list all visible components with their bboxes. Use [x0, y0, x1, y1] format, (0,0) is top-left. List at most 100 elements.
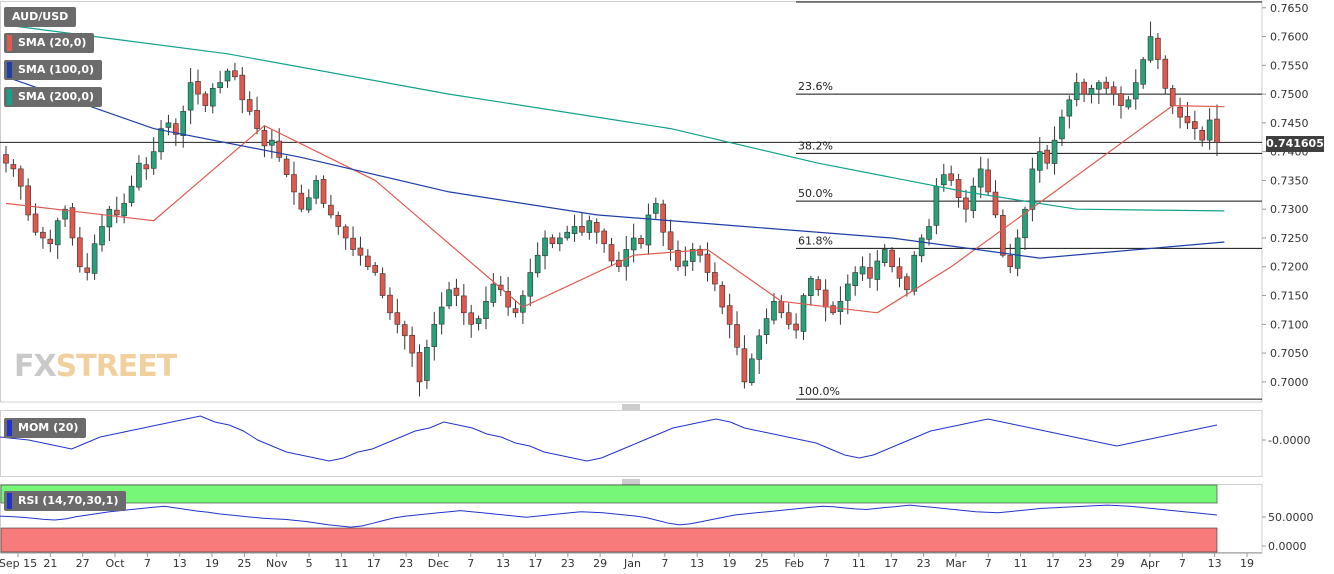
- candle-body: [712, 272, 718, 285]
- candle-body: [549, 237, 556, 245]
- candle-body: [10, 164, 17, 170]
- fib-level-label: 23.6%: [798, 80, 833, 93]
- candle-body: [1184, 116, 1191, 124]
- candle-body: [84, 267, 91, 273]
- candle-body: [1103, 81, 1110, 89]
- candle-body: [719, 285, 726, 308]
- candle-body: [638, 237, 644, 245]
- candle-body: [180, 111, 187, 136]
- x-tick-label: 23: [917, 557, 931, 570]
- mom-panel-frame: [0, 410, 1263, 477]
- rsi-label[interactable]: RSI (14,70,30,1): [4, 491, 127, 511]
- sma20-label[interactable]: SMA (20,0): [4, 33, 95, 53]
- candle-body: [1000, 215, 1006, 256]
- candle-body: [401, 324, 408, 337]
- y-tick-label: 0.7000: [1270, 376, 1309, 389]
- candle-body: [173, 123, 179, 135]
- sma100-label[interactable]: SMA (100,0): [4, 60, 103, 80]
- fib-level-label: 38.2%: [798, 139, 833, 152]
- candle-body: [54, 220, 61, 246]
- candle-body: [579, 225, 585, 233]
- candle-body: [1110, 86, 1117, 95]
- x-tick-label: 29: [593, 557, 607, 570]
- candle-body: [121, 203, 127, 217]
- candle-body: [461, 295, 467, 314]
- x-tick-label: 7: [823, 557, 830, 570]
- rsi-y-tick-label: 0.0000: [1268, 540, 1307, 553]
- candle-body: [748, 358, 755, 384]
- candle-body: [106, 208, 113, 228]
- candle-body: [800, 295, 807, 332]
- candle-body: [32, 213, 39, 233]
- candle-body: [859, 266, 866, 275]
- x-tick-label: 21: [43, 557, 57, 570]
- candle-body: [187, 82, 194, 111]
- current-price-tag: 0.741605: [1266, 136, 1324, 152]
- x-tick-label: 5: [306, 557, 313, 570]
- candle-body: [1096, 82, 1102, 90]
- candle-body: [933, 185, 940, 226]
- candle-body: [47, 238, 54, 245]
- candle-body: [512, 308, 519, 314]
- candle-body: [69, 207, 76, 239]
- candle-body: [852, 272, 858, 286]
- mom-swatch: [7, 420, 12, 436]
- candle-body: [17, 168, 24, 187]
- candle-body: [40, 231, 46, 239]
- candle-body: [837, 300, 844, 312]
- y-tick-label: 0.7150: [1270, 290, 1309, 303]
- candle-body: [1051, 139, 1058, 164]
- mom-label[interactable]: MOM (20): [4, 418, 87, 438]
- candle-body: [25, 185, 31, 216]
- candle-body: [608, 244, 615, 262]
- candle-body: [475, 318, 482, 324]
- candle-body: [3, 154, 9, 164]
- y-tick-label: 0.7600: [1270, 31, 1309, 44]
- candle-body: [143, 164, 150, 170]
- candle-body: [940, 174, 947, 186]
- candle-body: [150, 151, 157, 169]
- candle-body: [468, 312, 475, 325]
- sma200-label[interactable]: SMA (200,0): [4, 87, 103, 107]
- x-tick-label: Oct: [106, 557, 126, 570]
- x-tick-label: 7: [985, 557, 992, 570]
- candle-body: [689, 249, 696, 262]
- candle-body: [822, 289, 829, 308]
- x-tick-label: Jan: [623, 557, 641, 570]
- candle-body: [409, 334, 415, 354]
- candle-body: [771, 300, 777, 321]
- candle-body: [431, 324, 438, 347]
- x-tick-label: Mar: [946, 557, 967, 570]
- candle-body: [985, 169, 991, 193]
- candle-body: [379, 273, 386, 296]
- candle-body: [1132, 82, 1139, 100]
- candle-body: [778, 301, 785, 314]
- sma100-swatch: [7, 62, 12, 78]
- candle-body: [328, 204, 334, 216]
- candle-body: [977, 168, 984, 188]
- instrument-label: AUD/USD: [4, 7, 77, 27]
- candle-body: [1044, 149, 1050, 164]
- candle-body: [1177, 106, 1183, 118]
- x-tick-label: 23: [1078, 557, 1092, 570]
- main-panel-frame: [0, 1, 1263, 403]
- candle-body: [483, 300, 489, 319]
- candle-body: [1066, 99, 1073, 117]
- candle-body: [313, 180, 319, 199]
- sma200-swatch: [7, 89, 12, 105]
- candle-body: [741, 348, 748, 383]
- candle-body: [99, 226, 105, 246]
- candle-body: [1140, 59, 1146, 85]
- candle-body: [490, 283, 497, 303]
- candle-body: [394, 312, 401, 325]
- candle-body: [675, 249, 681, 268]
- y-tick-label: 0.7650: [1270, 2, 1309, 15]
- y-tick-label: 0.7550: [1270, 59, 1309, 72]
- candle-body: [645, 214, 652, 246]
- candle-body: [1073, 82, 1080, 100]
- candle-body: [1199, 129, 1206, 141]
- candle-body: [128, 185, 135, 203]
- candle-body: [158, 128, 164, 153]
- candle-body: [1022, 208, 1028, 239]
- x-tick-label: 13: [496, 557, 510, 570]
